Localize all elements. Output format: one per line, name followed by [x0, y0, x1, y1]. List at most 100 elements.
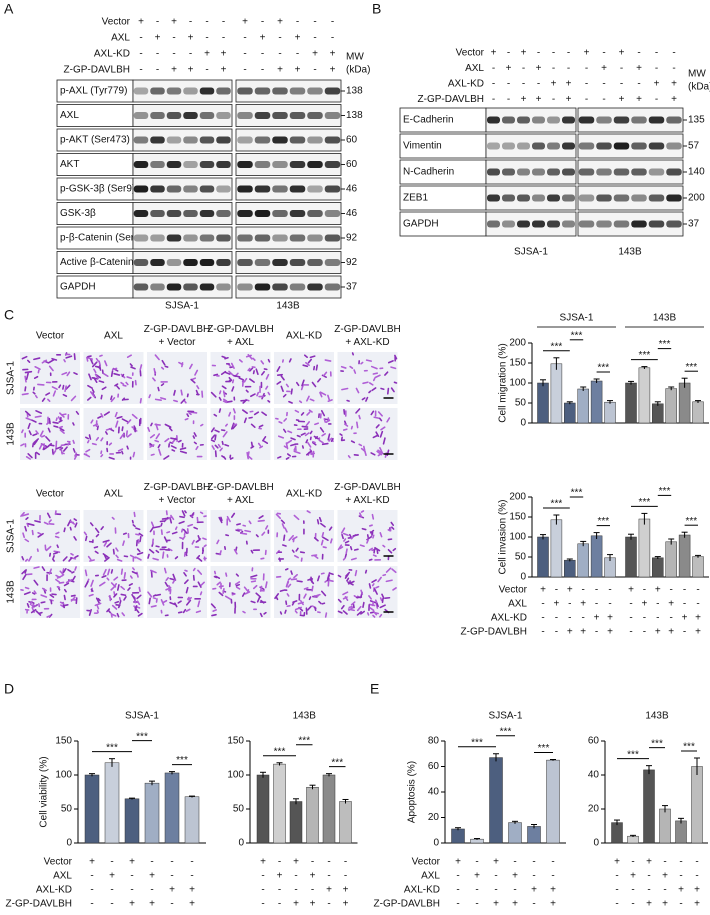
blot-label: GSK-3β	[60, 208, 96, 219]
blot-band	[289, 161, 306, 168]
blot-band	[547, 116, 560, 124]
treatment-sign: -	[294, 885, 297, 896]
treatment-sign: -	[595, 599, 598, 610]
treatment-sign: -	[170, 899, 173, 910]
treatment-sign: +	[188, 33, 194, 44]
stained-cell	[138, 532, 144, 537]
stained-cell	[106, 608, 111, 613]
stained-cell	[283, 417, 288, 422]
stained-cell	[250, 393, 256, 398]
treatment-sign: -	[647, 871, 650, 882]
stained-cell	[196, 554, 201, 560]
stained-cell	[196, 385, 200, 390]
mw-header: (kDa)	[688, 82, 710, 93]
y-tick-label: 20	[588, 804, 600, 815]
blot-band	[324, 283, 341, 291]
stained-cell	[95, 597, 101, 605]
stained-cell	[307, 358, 313, 364]
stained-cell	[148, 597, 151, 605]
bar	[665, 388, 677, 424]
treatment-sign: +	[221, 49, 227, 60]
blot-membrane	[577, 133, 684, 159]
stained-cell	[69, 526, 72, 531]
image-column-label: AXL-KD	[286, 489, 322, 500]
treatment-sign: +	[614, 857, 620, 868]
stained-cell	[201, 549, 205, 555]
stained-cell	[295, 381, 300, 387]
blot-band	[254, 283, 271, 291]
stained-cell	[161, 551, 165, 559]
stained-cell	[230, 512, 236, 518]
stained-cell	[337, 544, 343, 551]
stained-cell	[324, 612, 328, 618]
stained-cell	[90, 588, 94, 592]
treatment-sign: -	[313, 65, 316, 76]
stained-cell	[150, 604, 157, 608]
blot-band	[324, 161, 341, 168]
stained-cell	[94, 550, 99, 554]
stained-cell	[340, 436, 343, 441]
stained-cell	[346, 577, 350, 582]
treatment-sign: +	[512, 899, 518, 910]
blot-band	[324, 112, 341, 119]
stained-cell	[371, 513, 375, 520]
blot-band	[596, 142, 612, 150]
blot-band	[272, 283, 288, 291]
stained-cell	[33, 579, 39, 586]
stained-cell	[166, 531, 171, 534]
treatment-sign: -	[313, 17, 316, 28]
treatment-sign: -	[696, 585, 699, 596]
stained-cell	[238, 359, 243, 363]
cell-line-label: SJSA-1	[165, 301, 199, 312]
stained-cell	[33, 357, 41, 361]
stained-cell	[116, 612, 120, 618]
treatment-sign: -	[110, 899, 113, 910]
stained-cell	[24, 386, 27, 392]
stained-cell	[111, 604, 118, 610]
stained-cell	[382, 544, 386, 548]
stained-cell	[318, 600, 322, 605]
stained-cell	[168, 427, 173, 432]
stained-cell	[285, 442, 289, 450]
mw-value: 57	[688, 141, 700, 152]
image-row-label: 143B	[6, 580, 17, 604]
stained-cell	[96, 609, 99, 614]
stained-cell	[62, 568, 67, 574]
stained-cell	[280, 385, 284, 393]
stained-cell	[342, 532, 349, 537]
blot-band	[272, 161, 288, 168]
treatment-sign: +	[310, 871, 316, 882]
stained-cell	[235, 583, 241, 587]
stained-cell	[319, 391, 327, 396]
stained-cell	[56, 544, 59, 549]
treatment-sign: -	[551, 871, 554, 882]
stained-cell	[233, 548, 238, 555]
treatment-sign: -	[507, 48, 510, 59]
stained-cell	[214, 429, 220, 433]
stained-cell	[232, 423, 238, 430]
blot-band	[648, 194, 665, 202]
blot-band	[216, 234, 231, 242]
stained-cell	[237, 528, 243, 531]
stained-cell	[285, 581, 290, 588]
stained-cell	[136, 548, 141, 553]
stained-cell	[260, 557, 265, 560]
bar	[659, 808, 671, 844]
mw-value: 92	[346, 257, 358, 268]
stained-cell	[230, 362, 235, 369]
treatment-sign: +	[671, 79, 677, 90]
stained-cell	[213, 570, 217, 575]
stained-cell	[216, 581, 221, 586]
stained-cell	[139, 397, 142, 404]
image-column-label: Z-GP-DAVLBH	[334, 324, 401, 335]
treatment-label: Z-GP-DAVLBH	[418, 94, 485, 105]
treatment-sign: +	[221, 65, 227, 76]
stained-cell	[25, 372, 29, 380]
stained-cell	[327, 433, 331, 441]
bar	[527, 826, 541, 844]
stained-cell	[301, 445, 305, 449]
stained-cell	[52, 390, 57, 397]
stained-cell	[360, 447, 366, 452]
treatment-sign: -	[532, 899, 535, 910]
stained-cell	[75, 410, 80, 415]
